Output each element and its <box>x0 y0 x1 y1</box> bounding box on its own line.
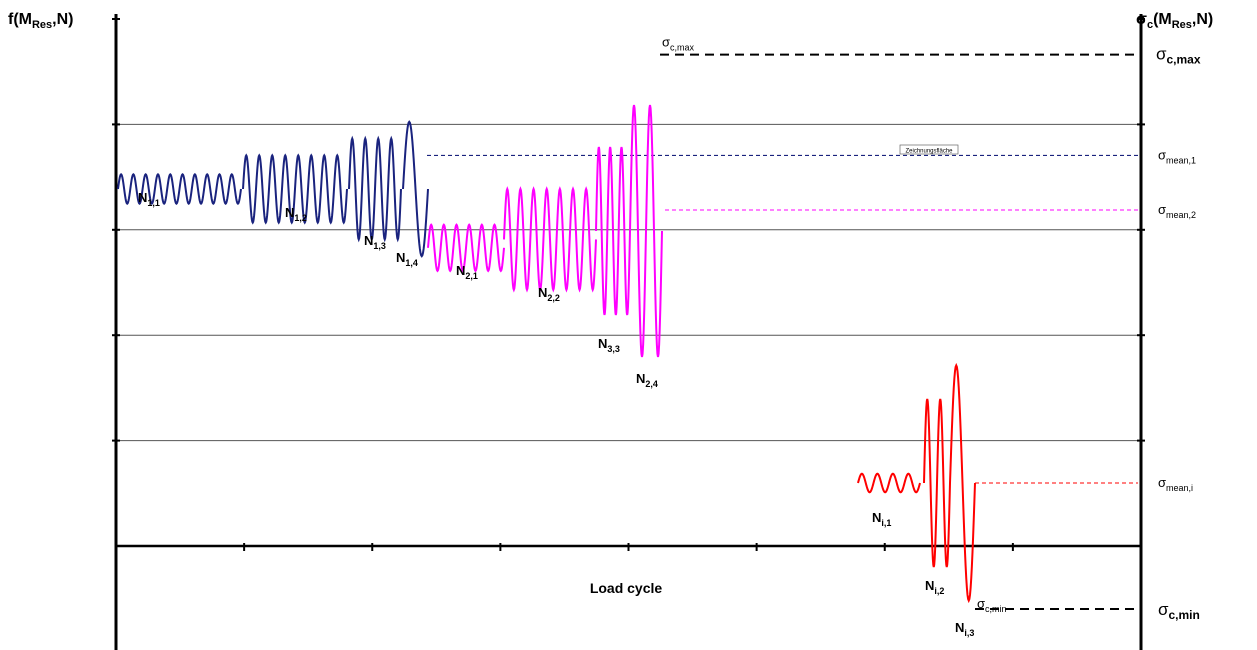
wave-block-2-3 <box>595 146 631 316</box>
wave-block-2-2 <box>503 186 597 293</box>
wave-block-1-2 <box>242 153 348 225</box>
block-label: N1,4 <box>396 250 418 268</box>
wave-block-1-4 <box>402 120 429 258</box>
block-label: N2,4 <box>636 371 658 389</box>
inset-caption: Zeichnungsfläche <box>905 149 953 155</box>
mean-lines <box>427 154 1138 484</box>
block-label: N2,2 <box>538 285 560 303</box>
max-reference-label: σc,max <box>1156 45 1201 67</box>
block-label: N1,3 <box>364 233 386 251</box>
load-waves <box>117 104 976 604</box>
block-label: Ni,3 <box>955 620 974 638</box>
block-label: N3,3 <box>598 336 620 354</box>
wave-block-3-3 <box>949 362 976 604</box>
mean-label: σmean,i <box>1158 475 1193 493</box>
min-marker-label: σc,min <box>977 596 1007 614</box>
block-label: Ni,1 <box>872 510 891 528</box>
wave-block-2-4 <box>629 104 663 358</box>
right-axis-title: σc(MRes,N) <box>1136 11 1213 31</box>
left-axis-title: f(MRes,N) <box>8 11 74 31</box>
labels: N1,1 N1,2 N1,3 N1,4 σmean,1 N2,1 N2,2 N3,3 N2,4 σ… <box>138 35 1201 638</box>
wave-block-3-2 <box>923 398 951 568</box>
block-label: N1,1 <box>138 190 160 208</box>
mean-label: σmean,2 <box>1158 202 1196 220</box>
wave-block-1-1 <box>117 172 242 206</box>
wave-block-3-1 <box>857 472 921 494</box>
reference-lines <box>660 53 1138 610</box>
block-label: N2,1 <box>456 263 478 281</box>
min-reference-label: σc,min <box>1158 600 1200 622</box>
max-marker-label: σc,max <box>662 35 695 53</box>
wave-block-2-1 <box>427 223 505 273</box>
axes <box>112 14 1145 650</box>
block-label: N1,2 <box>285 205 307 223</box>
gridlines <box>116 123 1141 442</box>
block-label: Ni,2 <box>925 578 944 596</box>
inset-caption-box <box>899 144 959 155</box>
mean-label: σmean,1 <box>1158 147 1196 165</box>
wave-block-1-3 <box>348 135 402 243</box>
x-axis-title: Load cycle <box>590 580 663 596</box>
